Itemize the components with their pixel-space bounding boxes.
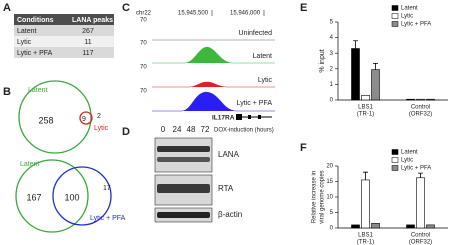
- y-axis-label: % input: [319, 49, 326, 72]
- y-tick-label: 10: [326, 195, 333, 201]
- venn-set: Latent: [20, 161, 40, 168]
- venn-count: 167: [26, 192, 41, 202]
- gene-label: IL17RA: [212, 115, 235, 122]
- legend-swatch: [391, 165, 399, 171]
- bar: [351, 48, 360, 101]
- track-label: Lytic + PFA: [237, 100, 273, 107]
- x-tick-label: LBS1: [358, 105, 373, 111]
- time-label: DOX-induction (hours): [214, 128, 274, 134]
- panel-label: C: [122, 2, 130, 14]
- chromosome: chr22: [136, 11, 152, 17]
- bar: [416, 98, 425, 101]
- bar: [351, 224, 360, 229]
- track-label: Uninfected: [239, 30, 273, 37]
- y-tick-label: 3: [330, 51, 334, 57]
- y-axis-label: Relative increase in: [312, 171, 318, 223]
- bar: [361, 179, 370, 229]
- protein-label: β-actin: [218, 210, 242, 219]
- panel-label: D: [122, 126, 130, 138]
- y-tick-label: 1: [330, 82, 334, 88]
- venn-count: 100: [64, 192, 79, 202]
- bar: [371, 223, 380, 229]
- table: Conditions LANA peaks Latent 267 Lytic 1…: [14, 14, 114, 58]
- timepoint: 0: [161, 125, 166, 134]
- y-tick-label: 2: [330, 66, 334, 72]
- blot: 0 24 48 72 DOX-induction (hours) LANA RT…: [154, 125, 274, 223]
- legend-label: Lytic + PFA: [401, 166, 431, 172]
- bar: [426, 98, 435, 101]
- legend-swatch: [391, 149, 399, 155]
- table-cell: Latent: [17, 28, 37, 35]
- panel-label: E: [300, 2, 307, 14]
- coordinate: 15,946,000: [230, 11, 261, 17]
- venn-count: 9: [82, 116, 86, 123]
- legend-swatch: [391, 13, 399, 19]
- track-scale: 70: [140, 18, 147, 24]
- protein-label: LANA: [218, 150, 240, 159]
- legend-swatch: [391, 157, 399, 163]
- legend-swatch: [391, 5, 399, 11]
- venn-set: Lytic: [94, 125, 109, 132]
- table-cell: 11: [84, 39, 91, 46]
- timepoint: 72: [201, 125, 210, 134]
- track-scale: 70: [140, 65, 147, 71]
- x-tick-label: Control: [411, 233, 430, 239]
- bar: [426, 224, 435, 229]
- error-bar: [418, 172, 423, 178]
- panel-label: B: [3, 86, 11, 98]
- x-tick-sublabel: (TR-1): [357, 240, 374, 245]
- table-cell: Lytic: [17, 39, 32, 46]
- legend-swatch: [391, 21, 399, 27]
- venn-set: Latent: [28, 87, 48, 94]
- x-tick-sublabel: (ORF32): [409, 112, 432, 118]
- track-label: Lytic: [258, 77, 273, 84]
- bar: [416, 177, 425, 229]
- legend-label: Latent: [401, 6, 418, 12]
- legend-label: Lytic + PFA: [401, 22, 431, 28]
- panel-label: F: [300, 142, 307, 154]
- bar: [371, 69, 380, 101]
- legend-label: Lytic: [401, 14, 413, 20]
- coordinate: 15,945,500: [178, 11, 209, 17]
- y-tick-label: 5: [330, 210, 334, 216]
- tracks: chr22 15,945,500 15,946,000 70 Uninfecte…: [136, 10, 275, 122]
- x-tick-label: Control: [411, 105, 430, 111]
- y-tick-label: 20: [326, 164, 333, 170]
- error-bar: [373, 62, 378, 70]
- track-label: Latent: [253, 53, 273, 60]
- timepoint: 48: [187, 125, 196, 134]
- y-tick-label: 15: [326, 179, 333, 185]
- legend-label: Latent: [401, 150, 418, 156]
- table-cell: Lytic + PFA: [17, 50, 53, 57]
- legend-label: Lytic: [401, 158, 413, 164]
- venn-set: Lytic + PFA: [90, 215, 126, 222]
- venn-count: 258: [38, 115, 53, 125]
- y-tick-label: 0: [330, 98, 334, 104]
- track-scale: 70: [140, 89, 147, 95]
- y-tick-label: 5: [330, 20, 334, 26]
- track-scale: 70: [140, 41, 147, 47]
- timepoint: 24: [173, 125, 182, 134]
- panel-label: A: [3, 2, 11, 14]
- venn-count: 2: [97, 113, 101, 120]
- protein-label: RTA: [218, 184, 234, 193]
- y-tick-label: 0: [330, 226, 334, 232]
- x-tick-sublabel: (TR-1): [357, 112, 374, 118]
- table-cell: 117: [82, 50, 93, 57]
- table-cell: 267: [82, 28, 94, 35]
- x-tick-label: LBS1: [358, 233, 373, 239]
- x-tick-sublabel: (ORF32): [409, 240, 432, 245]
- venn: Latent 258 9 2 Lytic Latent 167 100 17 L…: [15, 80, 126, 233]
- error-bar: [363, 171, 368, 180]
- bar: [406, 224, 415, 229]
- bar: [406, 98, 415, 101]
- bar: [361, 95, 370, 101]
- error-bar: [353, 40, 358, 49]
- table-header: LANA peaks: [72, 17, 113, 24]
- y-axis-label: viral genome copies: [320, 170, 326, 223]
- venn-count: 17: [103, 185, 111, 192]
- y-tick-label: 4: [330, 35, 334, 41]
- table-header: Conditions: [17, 17, 54, 24]
